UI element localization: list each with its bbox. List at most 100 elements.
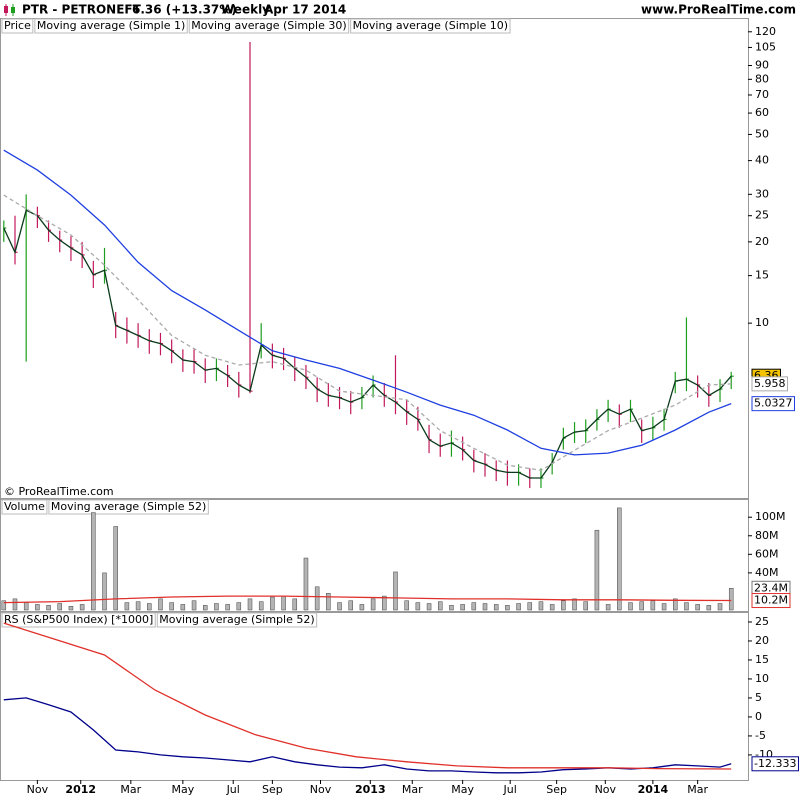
volume-frame [0, 499, 749, 612]
volume-bar [572, 598, 577, 611]
y-tick-label: 50 [755, 127, 769, 140]
volume-bar [471, 602, 477, 611]
volume-bar [57, 603, 63, 611]
x-tick-label: 2012 [65, 783, 96, 796]
volume-bar [639, 601, 644, 611]
legend-box [156, 612, 318, 628]
symbol: PTR - PETRONEFT [22, 3, 142, 17]
volume-bar [684, 602, 689, 611]
volume-bar [426, 603, 432, 611]
volume-bar [661, 603, 667, 611]
candle-icon [4, 4, 15, 16]
legend-box [350, 18, 511, 34]
value-badge [751, 593, 791, 609]
site: www.ProRealTime.com [641, 3, 796, 17]
volume-bar [292, 598, 298, 611]
volume-bar [482, 603, 488, 611]
x-tick-label: Mar [120, 783, 141, 796]
volume-bar [91, 512, 96, 611]
y-tick-label: 90 [755, 59, 769, 72]
volume-bar [706, 605, 712, 611]
y-tick-label: 0 [755, 710, 762, 723]
y-tick-label: 40 [755, 154, 769, 167]
volume-bar [113, 526, 118, 611]
x-tick-label: Sep [546, 783, 567, 796]
x-tick-label: Mar [687, 783, 708, 796]
x-tick-label: Jul [226, 783, 240, 796]
value-label: 5.958 [754, 377, 786, 390]
legend-entry: Moving average (Simple 10) [353, 19, 508, 32]
volume-bar [728, 588, 734, 611]
period: Weekly [221, 3, 270, 17]
legend-box [34, 18, 188, 34]
series-line [3, 595, 732, 604]
x-tick-label: May [451, 783, 474, 796]
y-tick-label: 120 [755, 25, 776, 38]
volume-bar [247, 598, 253, 611]
volume-bar [594, 529, 600, 611]
y-tick-label: 15 [755, 653, 769, 666]
volume-bar [258, 601, 264, 611]
legend-entry: RS (S&P500 Index) [*1000] [4, 613, 153, 626]
value-badge [751, 376, 788, 392]
y-tick-label: 70 [755, 88, 769, 101]
quote: 6.36 (+13.37%) [132, 3, 237, 17]
y-tick-label: 25 [755, 615, 769, 628]
volume-bar [23, 602, 29, 611]
series-line [3, 194, 732, 471]
legend-box [1, 18, 34, 34]
volume-bar [493, 604, 499, 611]
y-tick-label: 80M [755, 529, 779, 542]
volume-bar [505, 605, 510, 611]
volume-bar [12, 598, 18, 611]
volume-bar [527, 602, 533, 611]
x-tick-label: Nov [310, 783, 332, 796]
x-tick-label: May [171, 783, 194, 796]
volume-bar [303, 557, 309, 611]
volume-bar [135, 601, 141, 611]
volume-bar [382, 595, 387, 611]
y-tick-label: 15 [755, 269, 769, 282]
x-tick-label: 2014 [638, 783, 669, 796]
legend-box [1, 499, 48, 515]
volume-bar [583, 601, 588, 611]
volume-bar [270, 596, 275, 611]
series-line [3, 209, 732, 479]
volume-bar [236, 602, 242, 611]
volume-bar [370, 598, 376, 611]
volume-bar [415, 602, 421, 611]
volume-bar [191, 600, 197, 611]
legend-entry: Volume [4, 500, 45, 513]
volume-bar [1, 600, 7, 611]
x-tick-label: Jul [503, 783, 517, 796]
volume-bar [225, 604, 230, 611]
x-tick-label: 2013 [355, 783, 386, 796]
y-tick-label: 25 [755, 209, 769, 222]
date: Apr 17 2014 [264, 3, 346, 17]
volume-bar [46, 605, 51, 611]
volume-bar [449, 605, 454, 611]
y-tick-label: 100M [755, 510, 786, 523]
series-line [3, 622, 732, 770]
y-tick-label: 105 [755, 40, 776, 53]
value-label: -12.333 [754, 757, 796, 770]
volume-bar [404, 600, 409, 611]
volume-bar [628, 602, 633, 611]
volume-bar [617, 507, 622, 611]
volume-bar [717, 603, 723, 611]
volume-bar [68, 606, 74, 611]
volume-bar [516, 603, 521, 611]
y-tick-label: 10 [755, 672, 769, 685]
y-tick-label: 5 [755, 691, 762, 704]
volume-bar [214, 603, 219, 611]
volume-bar [147, 603, 152, 611]
y-tick-label: 40M [755, 566, 779, 579]
volume-bar [650, 600, 656, 611]
volume-bar [314, 586, 320, 611]
value-badge [751, 756, 799, 772]
legend-entry: Moving average (Simple 52) [159, 613, 314, 626]
volume-bar [169, 602, 174, 611]
y-tick-label: 80 [755, 72, 769, 85]
